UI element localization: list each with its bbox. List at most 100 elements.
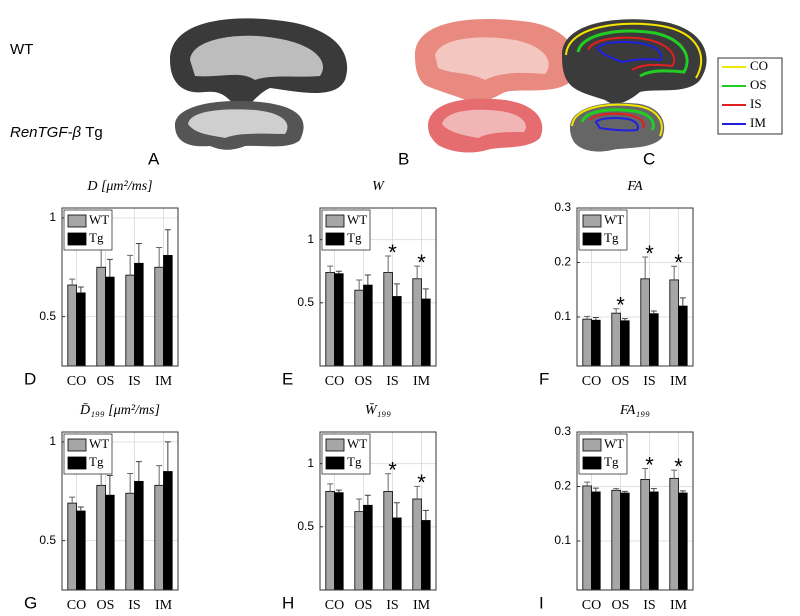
y-tick-label: 1	[49, 210, 56, 224]
significance-star: *	[645, 241, 654, 266]
y-tick-label: 0.5	[297, 295, 314, 309]
chart-title: D [μm²/ms]	[86, 179, 152, 194]
error-bar	[156, 247, 163, 268]
legend-label: WT	[604, 436, 624, 451]
error-bar	[642, 256, 649, 279]
error-bar	[650, 310, 657, 314]
x-tick-label: CO	[67, 598, 86, 613]
legend-label: WT	[604, 212, 624, 227]
error-bar	[671, 265, 678, 280]
error-bar	[156, 465, 163, 486]
bar	[134, 480, 144, 591]
row-label: RenTGF-β Tg	[10, 124, 103, 141]
legend-swatch	[582, 214, 602, 228]
legend-label: Tg	[89, 454, 104, 469]
error-bar	[335, 270, 342, 274]
legend-label: Tg	[89, 230, 104, 245]
gene-name: RenTGF-β	[10, 124, 82, 141]
error-bar	[613, 488, 620, 491]
bar	[154, 266, 164, 367]
legend-label: WT	[347, 212, 367, 227]
legend-swatch	[325, 214, 345, 228]
x-tick-label: IS	[643, 374, 655, 389]
y-tick-label: 0.3	[554, 200, 571, 214]
bar	[67, 502, 77, 591]
bar	[611, 312, 621, 367]
chart-title: FA	[626, 179, 643, 194]
x-tick-label: IS	[386, 374, 398, 389]
error-bar	[422, 509, 429, 521]
row-suffix: Tg	[85, 124, 103, 141]
row-label: WT	[10, 41, 33, 58]
bar	[591, 491, 601, 591]
error-bar	[127, 472, 134, 494]
bar	[640, 478, 650, 591]
panel-letter: E	[282, 369, 293, 388]
chart-title: W	[372, 179, 385, 194]
x-tick-label: IM	[413, 374, 431, 389]
kidney-images	[170, 18, 707, 153]
error-bar	[679, 297, 686, 307]
error-bar	[671, 469, 678, 479]
error-bar	[613, 308, 620, 314]
bar	[649, 313, 659, 367]
bar	[67, 284, 77, 367]
x-tick-label: IM	[155, 374, 173, 389]
error-bar	[69, 496, 76, 504]
legend-label: Tg	[347, 454, 362, 469]
bar	[678, 305, 688, 367]
bar	[383, 272, 393, 367]
bar	[383, 491, 393, 591]
charts: 0.5 1 CO OS IS IM WT Tg D [μm²/ms] D 0.5 1 CO OS IS * IM…	[24, 179, 694, 613]
bar	[620, 320, 630, 367]
y-tick-label: 1	[307, 232, 314, 246]
legend-swatch	[325, 456, 345, 470]
bar	[392, 296, 402, 367]
y-tick-label: 0.2	[554, 255, 571, 269]
error-bar	[422, 288, 429, 300]
x-tick-label: OS	[97, 598, 115, 613]
panel-letter: C	[643, 149, 655, 168]
bar	[334, 492, 344, 591]
y-tick-label: 0.2	[554, 479, 571, 493]
panel-letter: G	[24, 593, 37, 612]
chart-title: D̄₁₉₉ [μm²/ms]	[79, 403, 160, 418]
y-tick-label: 0.5	[39, 309, 56, 323]
error-bar	[592, 487, 599, 492]
error-bar	[164, 441, 171, 472]
bar	[163, 254, 173, 367]
x-tick-label: CO	[67, 374, 86, 389]
roi-legend-label: IS	[750, 96, 762, 111]
error-bar	[414, 485, 421, 499]
error-bar	[364, 274, 371, 286]
error-bar	[127, 254, 134, 276]
legend-swatch	[67, 438, 87, 452]
error-bar	[414, 265, 421, 279]
error-bar	[650, 488, 657, 492]
significance-star: *	[417, 250, 426, 275]
significance-star: *	[417, 470, 426, 495]
legend-swatch	[582, 232, 602, 246]
x-tick-label: CO	[325, 374, 344, 389]
bar	[354, 289, 364, 367]
error-bar	[106, 258, 113, 278]
panel-letter: I	[539, 593, 544, 612]
x-tick-label: OS	[355, 598, 373, 613]
error-bar	[584, 315, 591, 320]
error-bar	[135, 461, 142, 482]
chart-title: FA₁₉₉	[619, 403, 650, 418]
x-tick-label: OS	[355, 374, 373, 389]
bar	[96, 484, 106, 591]
legend-swatch	[325, 232, 345, 246]
panel-letter: F	[539, 369, 549, 388]
bar	[76, 510, 86, 591]
legend-label: Tg	[604, 454, 619, 469]
y-tick-label: 0.5	[297, 519, 314, 533]
error-bar	[385, 473, 392, 492]
image-panel-letters: A B C	[148, 149, 655, 168]
x-tick-label: CO	[325, 598, 344, 613]
roi-legend-label: IM	[750, 115, 766, 130]
legend-swatch	[325, 438, 345, 452]
bar	[582, 318, 592, 367]
significance-star: *	[674, 250, 683, 275]
